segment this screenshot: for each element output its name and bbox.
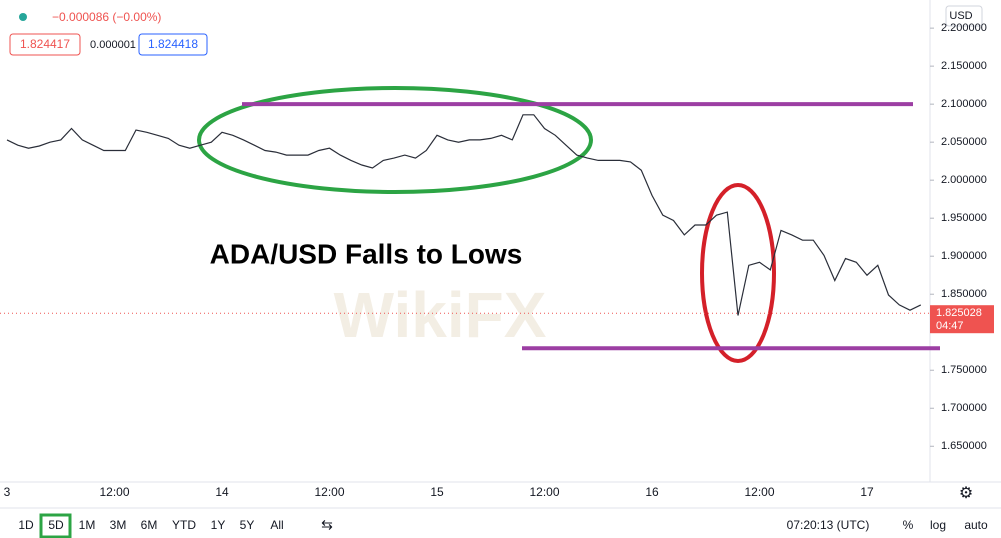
bid: 1.824417 <box>20 37 70 51</box>
y-tick-label: 1.850000 <box>941 288 987 300</box>
price-line <box>6 114 922 316</box>
bid-box <box>9 33 81 56</box>
y-tick-label: 1.700000 <box>941 402 987 414</box>
highlight-ellipse <box>197 86 593 194</box>
range-button[interactable]: 1D <box>18 518 34 532</box>
spread: 0.000001 <box>90 39 136 51</box>
ask-box <box>138 33 208 56</box>
currency-box[interactable] <box>945 5 983 27</box>
x-tick-label: 16 <box>645 485 659 499</box>
x-tick-label: 12:00 <box>529 485 559 499</box>
status-dot <box>19 13 27 21</box>
annotation-title: ADA/USD Falls to Lows <box>210 238 523 269</box>
change: −0.000086 (−0.00%) <box>52 10 161 24</box>
countdown: 04:47 <box>936 320 964 332</box>
range-button[interactable]: All <box>270 518 283 532</box>
watermark: WikiFX <box>334 279 547 351</box>
y-tick-label: 1.650000 <box>941 440 987 452</box>
range-button[interactable]: 1Y <box>211 518 226 532</box>
y-tick-label: 2.000000 <box>941 174 987 186</box>
goto-date-icon[interactable]: ⇆ <box>321 517 333 533</box>
last-price-box <box>930 305 994 334</box>
y-tick-label: 1.950000 <box>941 212 987 224</box>
x-tick-label: 12:00 <box>314 485 344 499</box>
ask: 1.824418 <box>148 37 198 51</box>
range-button[interactable]: 5Y <box>240 518 255 532</box>
currency[interactable]: USD <box>949 10 972 22</box>
y-tick-label: 2.100000 <box>941 98 987 110</box>
x-tick-label: 14 <box>215 485 229 499</box>
settings-icon[interactable]: ⚙ <box>959 485 973 502</box>
y-tick-label: 1.900000 <box>941 250 987 262</box>
range-button[interactable]: 1M <box>79 518 96 532</box>
x-tick-label: 12:00 <box>99 485 129 499</box>
auto-toggle[interactable]: auto <box>964 518 988 532</box>
log-toggle[interactable]: log <box>930 518 946 532</box>
y-tick-label: 2.050000 <box>941 136 987 148</box>
x-tick-label: 3 <box>4 485 11 499</box>
x-tick-label: 15 <box>430 485 444 499</box>
y-tick-label: 2.200000 <box>941 22 987 34</box>
range-button[interactable]: 6M <box>141 518 158 532</box>
range-button[interactable]: 5D <box>48 518 64 532</box>
y-tick-label: 1.750000 <box>941 364 987 376</box>
range-highlight <box>39 513 72 538</box>
percent-toggle[interactable]: % <box>903 518 914 532</box>
x-tick-label: 12:00 <box>744 485 774 499</box>
y-tick-label: 2.150000 <box>941 60 987 72</box>
clock: 07:20:13 (UTC) <box>787 518 870 532</box>
range-button[interactable]: 3M <box>110 518 127 532</box>
x-tick-label: 17 <box>860 485 874 499</box>
range-button[interactable]: YTD <box>172 518 196 532</box>
last-price-label: 1.825028 <box>936 307 982 319</box>
highlight-ellipse <box>700 183 776 363</box>
